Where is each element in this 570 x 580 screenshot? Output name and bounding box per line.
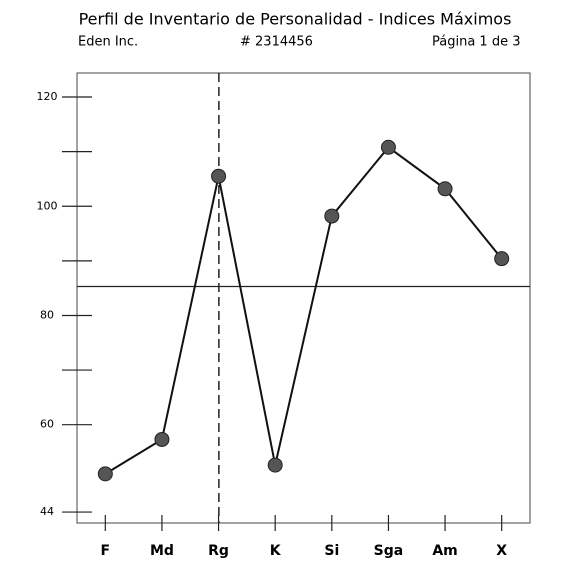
line [104,145,503,475]
y-tick-label: 60 [40,418,54,431]
x-tick-label: F [101,543,111,559]
y-tick-label: 44 [40,505,54,518]
x-tick-label: Rg [208,543,229,559]
x-tick-label: K [270,543,282,559]
id-number: # 2314456 [240,35,313,50]
page-number: Página 1 de 3 [432,35,520,50]
point [211,168,227,184]
point [437,181,453,197]
point [154,431,170,447]
x-tick-label: Am [432,543,457,559]
point [494,251,510,267]
point [324,208,340,224]
point [380,139,396,155]
point [267,457,283,473]
point [97,466,113,482]
y-tick-label: 80 [40,308,54,321]
y-tick-label: 100 [37,199,58,212]
y-tick-label: 120 [37,90,58,103]
plot-frame [76,72,531,524]
chart-title: Perfil de Inventario de Personalidad - I… [79,10,512,29]
x-tick-label: Si [324,543,339,559]
x-tick-label: Sga [374,543,404,559]
x-tick-label: X [496,543,507,559]
x-tick-label: Md [150,543,174,559]
company: Eden Inc. [78,35,138,50]
